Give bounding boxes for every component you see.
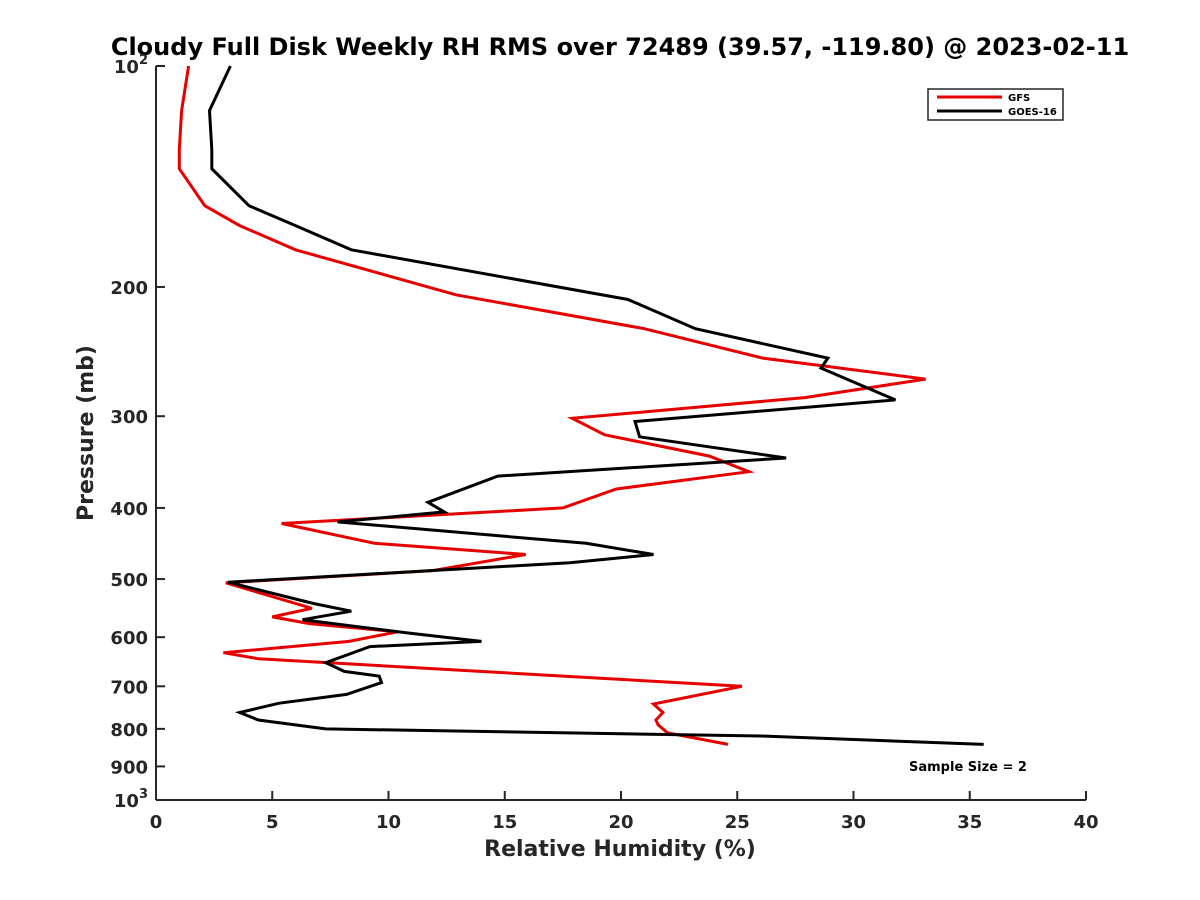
x-tick-label: 25 xyxy=(725,812,750,833)
plot-area: 0 5 10 15 20 25 30 35 40 102 200 300 400 500 600 700 80… xyxy=(110,53,1098,833)
y-tick-label: 800 xyxy=(110,720,148,741)
y-tick-label: 500 xyxy=(110,570,148,591)
x-tick-label: 0 xyxy=(150,812,163,833)
legend-label-gfs: GFS xyxy=(1008,93,1030,104)
legend-box xyxy=(927,88,1064,121)
x-tick-label: 5 xyxy=(266,812,279,833)
x-tick-label: 30 xyxy=(841,812,866,833)
y-tick-label: 300 xyxy=(110,407,148,428)
legend-label-goes-16: GOES-16 xyxy=(1008,107,1057,118)
x-tick-label: 20 xyxy=(608,812,633,833)
x-tick-label: 40 xyxy=(1073,812,1098,833)
legend: GFS GOES-16 xyxy=(927,88,1064,121)
x-axis-ticks: 0 5 10 15 20 25 30 35 40 xyxy=(150,791,1099,833)
y-tick-label: 600 xyxy=(110,628,148,649)
y-tick-label: 103 xyxy=(114,787,148,812)
series-layer xyxy=(177,65,984,746)
y-axis-label: Pressure (mb) xyxy=(74,345,99,521)
y-tick-label: 102 xyxy=(114,53,148,78)
y-tick-label: 200 xyxy=(110,278,148,299)
x-tick-label: 15 xyxy=(492,812,517,833)
y-tick-label: 700 xyxy=(110,677,148,698)
y-tick-label: 900 xyxy=(110,757,148,778)
chart-title: Cloudy Full Disk Weekly RH RMS over 7248… xyxy=(111,33,1129,61)
x-tick-label: 10 xyxy=(376,812,401,833)
x-tick-label: 35 xyxy=(957,812,982,833)
y-tick-label: 400 xyxy=(110,499,148,520)
sample-size-annotation: Sample Size = 2 xyxy=(909,760,1027,775)
x-axis-label: Relative Humidity (%) xyxy=(484,837,756,862)
series-line-goes-16 xyxy=(207,65,984,746)
series-line-gfs xyxy=(177,65,926,746)
y-axis-ticks: 102 200 300 400 500 600 700 800 900 103 xyxy=(110,53,165,812)
